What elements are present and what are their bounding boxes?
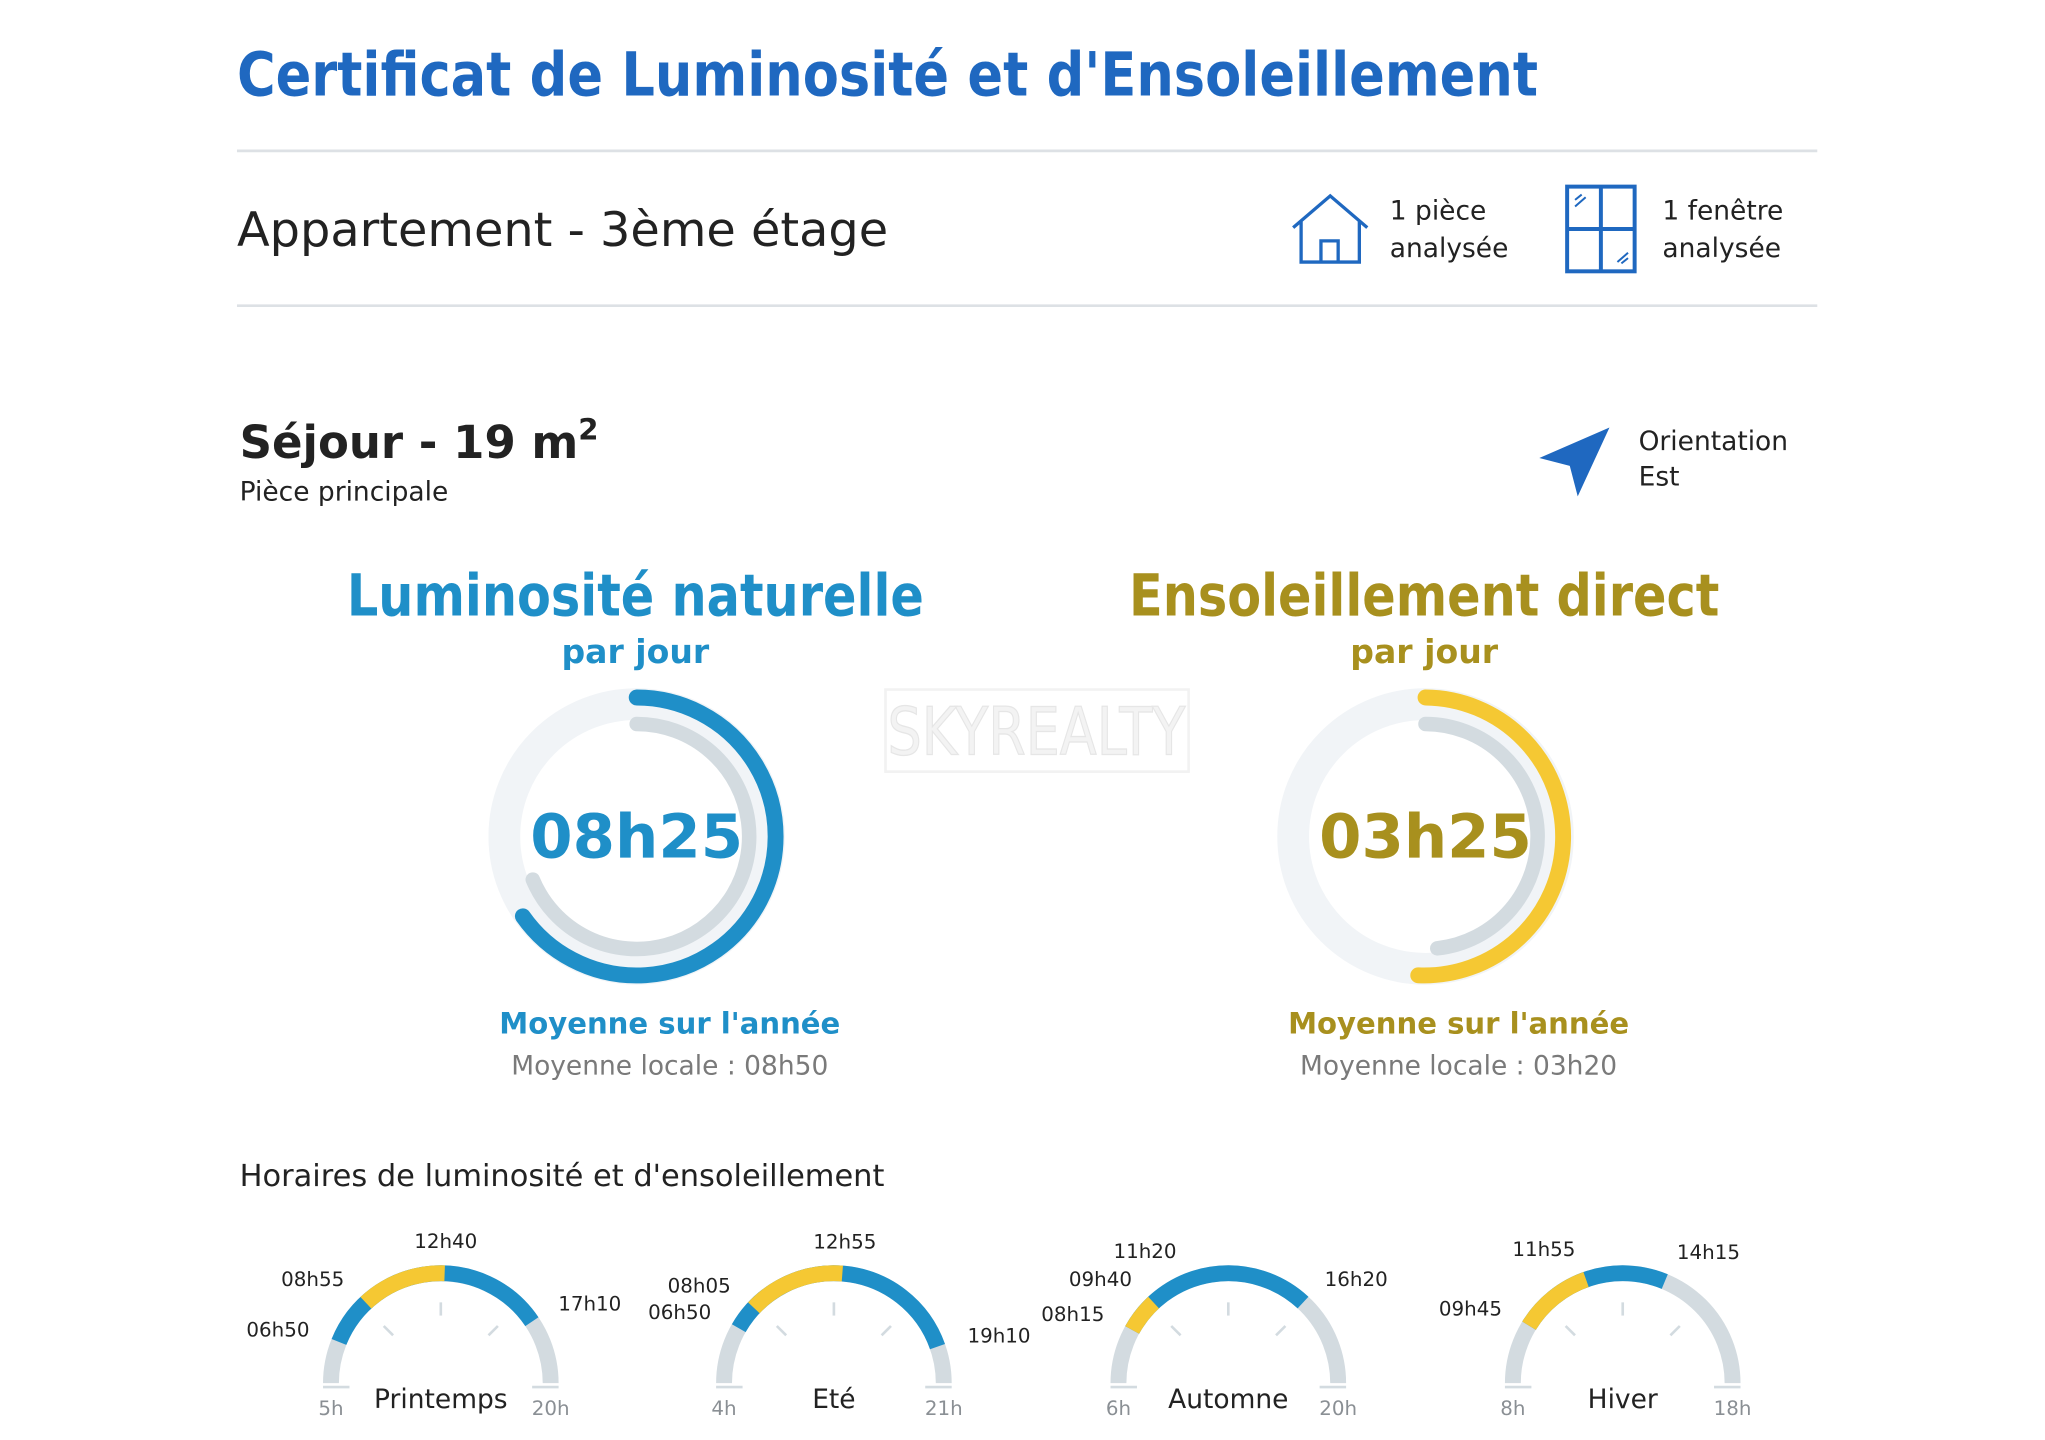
luminosite-title: Luminosité naturelle <box>347 561 924 629</box>
ensoleillement-local-average: Moyenne locale : 03h20 <box>1300 1051 1617 1082</box>
time-label: 17h10 <box>558 1293 621 1316</box>
rooms-count: 1 pièce <box>1390 196 1487 227</box>
windows-count: 1 fenêtre <box>1662 196 1783 227</box>
season-end: 20h <box>532 1397 570 1420</box>
time-label: 19h10 <box>967 1325 1030 1348</box>
luminosite-value: 08h25 <box>530 802 743 873</box>
sun-arc <box>1125 1296 1160 1335</box>
windows-label: analysée <box>1662 233 1781 264</box>
gauge-tick <box>1275 1325 1287 1337</box>
gauge-tick <box>1669 1325 1681 1337</box>
luminosite-arc <box>514 689 784 984</box>
season-end: 21h <box>925 1397 963 1420</box>
season-name: Hiver <box>1588 1384 1658 1415</box>
time-label: 12h55 <box>813 1231 876 1254</box>
gauges: 5h 20h Printemps 06h50 08h55 12h40 17h10 4h 21h E… <box>246 1230 1751 1420</box>
time-label: 16h20 <box>1325 1268 1388 1291</box>
orientation-icon <box>1539 427 1610 497</box>
time-label: 06h50 <box>246 1319 309 1342</box>
sun-arc <box>748 1265 843 1314</box>
season-name: Automne <box>1168 1384 1288 1415</box>
schedule-title: Horaires de luminosité et d'ensoleilleme… <box>240 1159 885 1194</box>
gauge-tick <box>487 1325 499 1337</box>
season-start: 6h <box>1106 1397 1131 1420</box>
time-label: 06h50 <box>648 1301 711 1324</box>
ensoleillement-value: 03h25 <box>1319 802 1532 873</box>
season-end: 18h <box>1714 1397 1752 1420</box>
luminosite-subtitle: par jour <box>561 632 709 671</box>
gauge-tick <box>880 1325 892 1337</box>
watermark: SKYREALTY <box>888 693 1186 770</box>
time-label: 08h55 <box>281 1268 344 1291</box>
house-icon <box>1292 193 1369 264</box>
room-name-text: Séjour - 19 m <box>240 416 579 469</box>
season-end: 20h <box>1319 1397 1357 1420</box>
rooms-label: analysée <box>1390 233 1509 264</box>
season-name: Printemps <box>374 1384 508 1415</box>
orientation-label: Orientation <box>1639 426 1788 457</box>
season-name: Eté <box>812 1384 855 1415</box>
ensoleillement-subtitle: par jour <box>1350 632 1498 671</box>
ensoleillement-arc <box>1410 689 1572 984</box>
time-label: 08h05 <box>668 1275 731 1298</box>
luminosite-local-average: Moyenne locale : 08h50 <box>511 1051 828 1082</box>
season-start: 4h <box>711 1397 736 1420</box>
property: Appartement - 3ème étage <box>237 203 888 258</box>
window-icon <box>1565 184 1637 274</box>
gauge-tick <box>1170 1325 1182 1337</box>
room-name-sup: 2 <box>578 412 598 446</box>
time-label: 08h15 <box>1041 1303 1104 1326</box>
luminosite-average-label: Moyenne sur l'année <box>499 1007 840 1041</box>
local-average-arc <box>525 716 757 957</box>
time-label: 11h20 <box>1113 1240 1176 1263</box>
local-average-arc <box>1418 716 1545 956</box>
time-label: 11h55 <box>1512 1238 1575 1261</box>
season-start: 8h <box>1500 1397 1525 1420</box>
time-label: 14h15 <box>1677 1241 1740 1264</box>
sun-arc <box>1522 1272 1589 1331</box>
watermark-frame <box>884 688 1190 773</box>
gauge-tick <box>382 1325 395 1337</box>
season-start: 5h <box>318 1397 343 1420</box>
room-name: Séjour - 19 m2 <box>240 412 599 469</box>
orientation-value: Est <box>1639 462 1680 493</box>
ensoleillement-title: Ensoleillement direct <box>1129 561 1719 629</box>
time-label: 09h40 <box>1069 1268 1132 1291</box>
title: Certificat de Luminosité et d'Ensoleille… <box>237 39 1538 110</box>
gauge-tick <box>1564 1325 1576 1337</box>
ensoleillement-average-label: Moyenne sur l'année <box>1288 1007 1629 1041</box>
room-subtitle: Pièce principale <box>240 476 449 507</box>
time-label: 12h40 <box>414 1230 477 1253</box>
sun-arc <box>360 1265 445 1309</box>
time-label: 09h45 <box>1439 1298 1502 1321</box>
gauge-tick <box>775 1325 788 1337</box>
